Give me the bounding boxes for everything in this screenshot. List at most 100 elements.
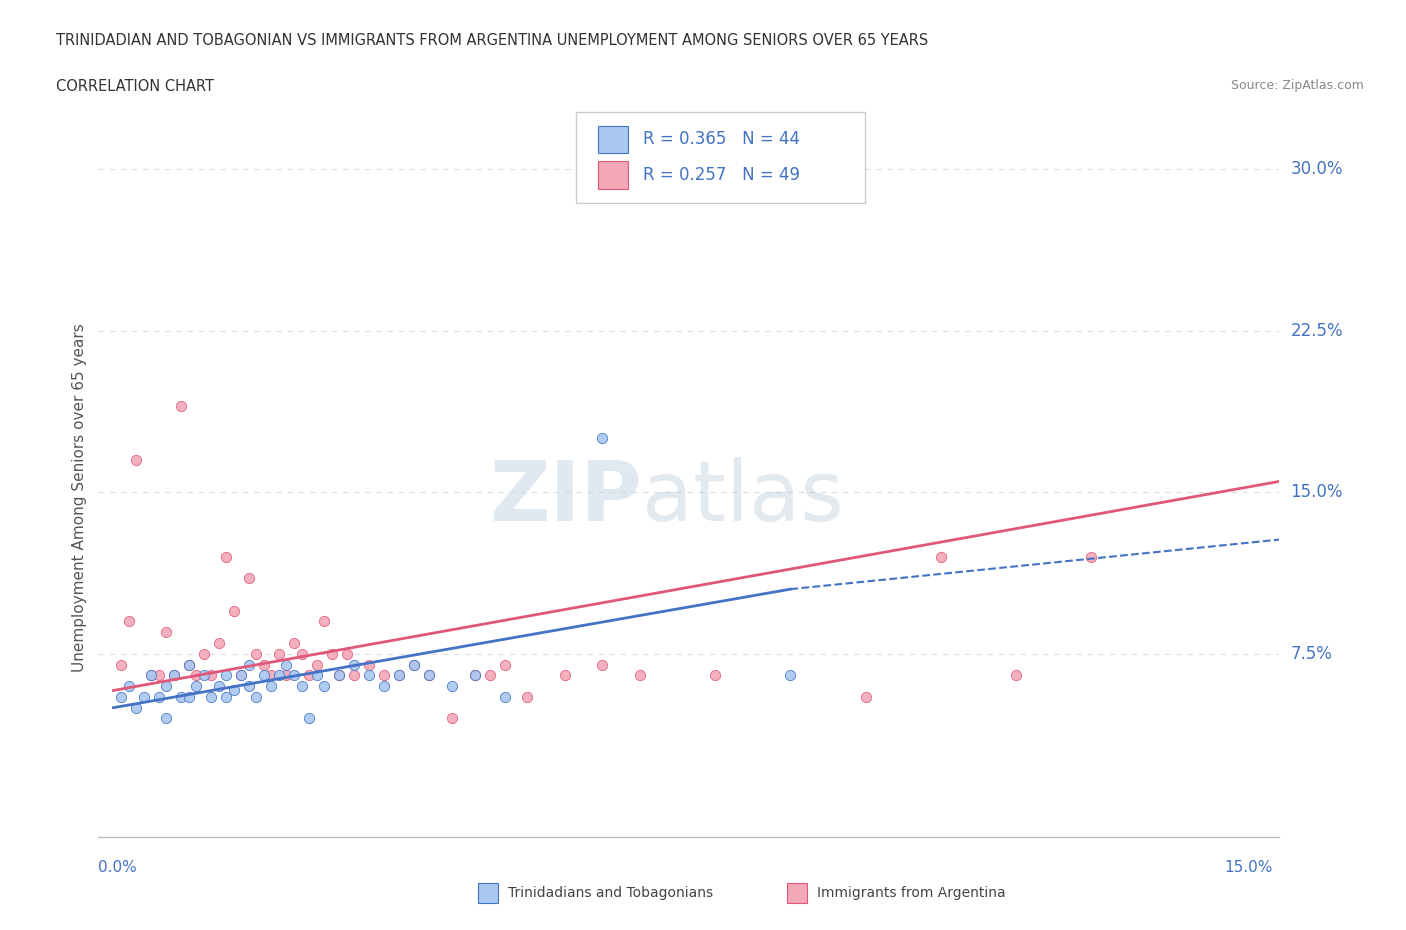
- Point: [321, 646, 343, 661]
- Text: Source: ZipAtlas.com: Source: ZipAtlas.com: [1230, 79, 1364, 92]
- Point: [516, 689, 538, 704]
- Point: [464, 668, 486, 683]
- Point: [163, 668, 186, 683]
- Point: [177, 658, 200, 672]
- Point: [276, 658, 298, 672]
- Point: [238, 571, 260, 586]
- Point: [464, 668, 486, 683]
- Point: [148, 689, 170, 704]
- Point: [343, 658, 366, 672]
- Point: [359, 658, 381, 672]
- Point: [139, 668, 162, 683]
- Point: [554, 668, 576, 683]
- Point: [276, 668, 298, 683]
- Point: [186, 679, 208, 694]
- Point: [110, 689, 132, 704]
- Point: [117, 679, 139, 694]
- Text: 15.0%: 15.0%: [1225, 860, 1272, 875]
- Point: [193, 668, 215, 683]
- Point: [200, 668, 222, 683]
- Y-axis label: Unemployment Among Seniors over 65 years: Unemployment Among Seniors over 65 years: [72, 324, 87, 671]
- Point: [591, 431, 613, 445]
- Point: [418, 668, 440, 683]
- Point: [359, 668, 381, 683]
- Point: [1005, 668, 1028, 683]
- Point: [328, 668, 350, 683]
- Point: [200, 689, 222, 704]
- Point: [855, 689, 877, 704]
- Point: [208, 679, 231, 694]
- Text: R = 0.257   N = 49: R = 0.257 N = 49: [643, 166, 800, 184]
- Point: [148, 668, 170, 683]
- Point: [929, 550, 952, 565]
- Point: [298, 711, 321, 726]
- Text: atlas: atlas: [641, 457, 844, 538]
- Point: [290, 679, 312, 694]
- Point: [314, 679, 336, 694]
- Point: [117, 614, 139, 629]
- Point: [125, 452, 148, 467]
- Point: [253, 658, 276, 672]
- Point: [298, 668, 321, 683]
- Point: [155, 679, 177, 694]
- Point: [139, 668, 162, 683]
- Point: [494, 658, 516, 672]
- Point: [779, 668, 801, 683]
- Text: 22.5%: 22.5%: [1291, 322, 1343, 339]
- Point: [132, 689, 155, 704]
- Point: [267, 646, 290, 661]
- Point: [260, 668, 283, 683]
- Point: [125, 700, 148, 715]
- Point: [222, 604, 245, 618]
- Point: [222, 683, 245, 698]
- Point: [388, 668, 411, 683]
- Point: [245, 689, 267, 704]
- Text: ZIP: ZIP: [489, 457, 641, 538]
- Point: [186, 668, 208, 683]
- Point: [177, 689, 200, 704]
- Point: [155, 711, 177, 726]
- Point: [163, 668, 186, 683]
- Point: [110, 658, 132, 672]
- Text: R = 0.365   N = 44: R = 0.365 N = 44: [643, 130, 800, 149]
- Point: [283, 635, 305, 650]
- Text: TRINIDADIAN AND TOBAGONIAN VS IMMIGRANTS FROM ARGENTINA UNEMPLOYMENT AMONG SENIO: TRINIDADIAN AND TOBAGONIAN VS IMMIGRANTS…: [56, 33, 928, 47]
- Point: [343, 668, 366, 683]
- Point: [283, 668, 305, 683]
- Point: [208, 635, 231, 650]
- Point: [245, 646, 267, 661]
- Text: Immigrants from Argentina: Immigrants from Argentina: [817, 885, 1005, 900]
- Point: [231, 668, 253, 683]
- Point: [177, 658, 200, 672]
- Point: [440, 711, 463, 726]
- Text: 0.0%: 0.0%: [98, 860, 138, 875]
- Text: 30.0%: 30.0%: [1291, 160, 1343, 178]
- Point: [260, 679, 283, 694]
- Point: [253, 668, 276, 683]
- Point: [305, 668, 328, 683]
- Text: CORRELATION CHART: CORRELATION CHART: [56, 79, 214, 94]
- Point: [215, 668, 238, 683]
- Point: [290, 646, 312, 661]
- Point: [373, 668, 395, 683]
- Point: [336, 646, 359, 661]
- Point: [373, 679, 395, 694]
- Point: [238, 658, 260, 672]
- Point: [314, 614, 336, 629]
- Text: 15.0%: 15.0%: [1291, 484, 1343, 501]
- Point: [238, 679, 260, 694]
- Point: [267, 668, 290, 683]
- Point: [440, 679, 463, 694]
- Text: Trinidadians and Tobagonians: Trinidadians and Tobagonians: [508, 885, 713, 900]
- Point: [155, 625, 177, 640]
- Point: [231, 668, 253, 683]
- Text: 7.5%: 7.5%: [1291, 644, 1333, 663]
- Point: [478, 668, 501, 683]
- Point: [170, 689, 193, 704]
- Point: [215, 689, 238, 704]
- Point: [388, 668, 411, 683]
- Point: [704, 668, 727, 683]
- Point: [328, 668, 350, 683]
- Point: [404, 658, 426, 672]
- Point: [494, 689, 516, 704]
